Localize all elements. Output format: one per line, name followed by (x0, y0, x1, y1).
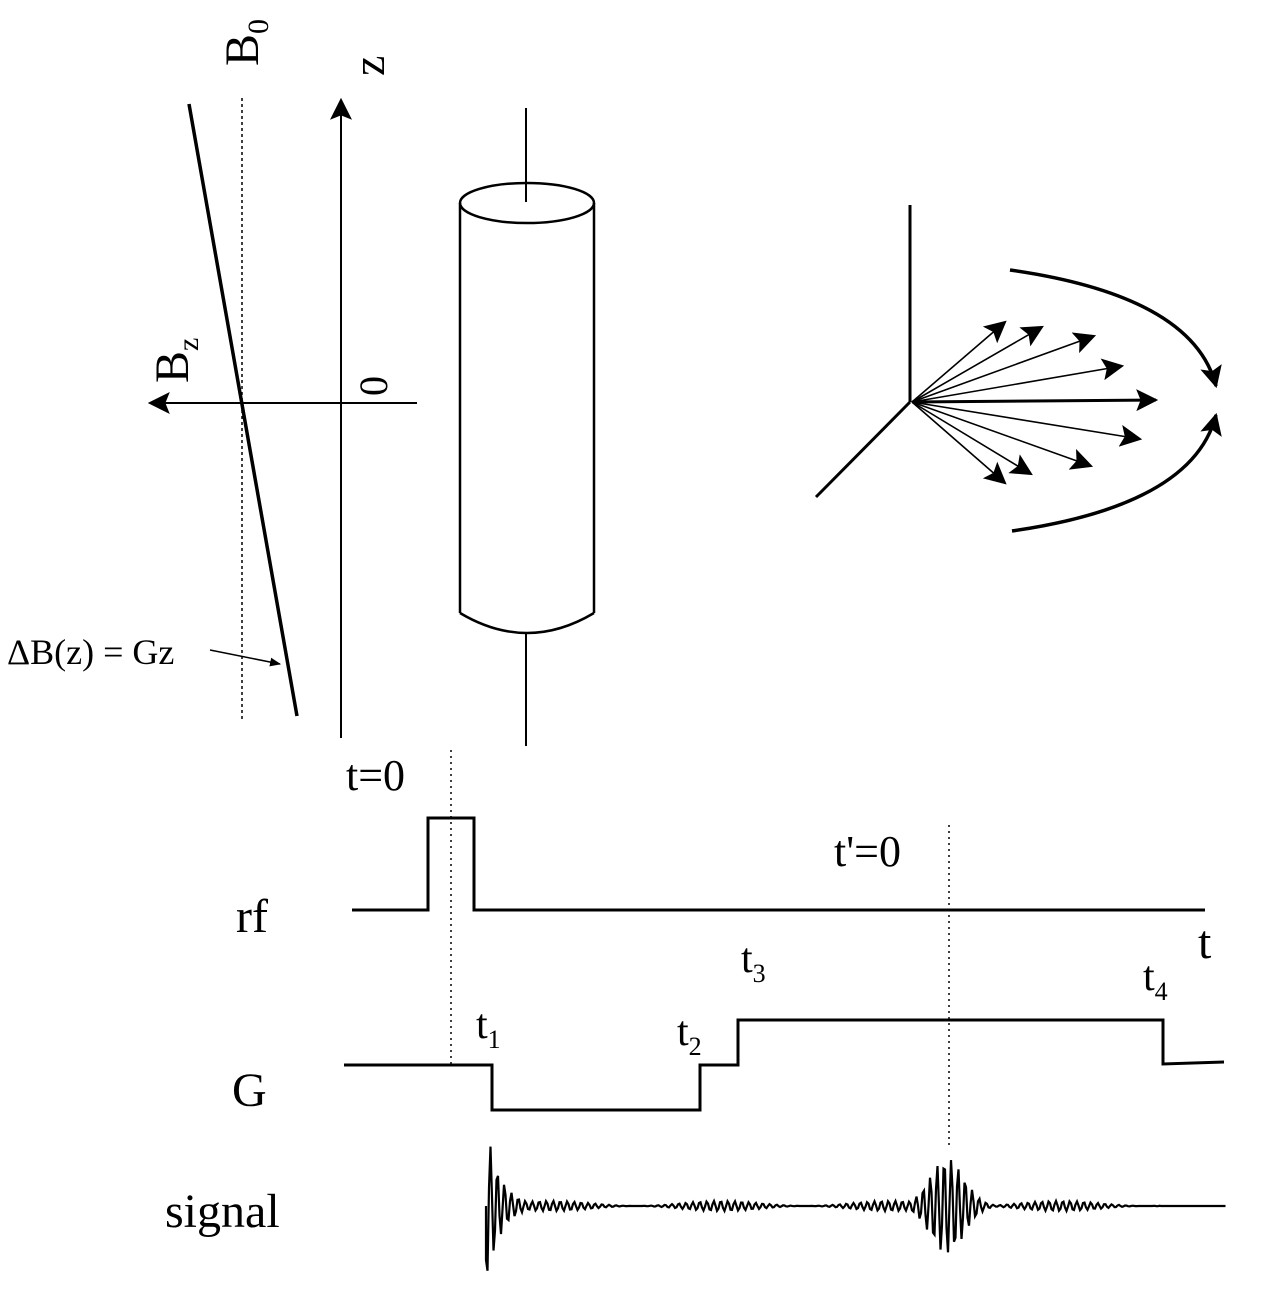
bz-label: Bz (146, 338, 205, 383)
rf-trace (352, 816, 1205, 912)
z-axis-label: z (343, 56, 394, 76)
spin-vector-arrow (911, 332, 1097, 403)
lower-rotation-arrow (1011, 412, 1222, 533)
field-plot: B0 z Bz 0 ΔB(z) = Gz (7, 19, 417, 738)
b0-label: B0 (216, 19, 275, 66)
t0-label: t=0 (346, 751, 405, 800)
spin-vector-arrow (911, 320, 1007, 403)
svg-text:z: z (343, 56, 394, 76)
spin-vector-arrow (911, 358, 1125, 403)
gradient-trace (344, 1018, 1225, 1112)
signal-label: signal (165, 1185, 280, 1238)
svg-text:B0: B0 (216, 19, 275, 66)
time-axis-label: t (1198, 916, 1212, 969)
sample-cylinder (458, 108, 596, 746)
spin-vector-arrow (911, 401, 1094, 470)
spin-vector-arrow (911, 401, 1143, 447)
t2-label: t2 (677, 1009, 702, 1061)
signal-trace (484, 1146, 1226, 1271)
rf-label: rf (236, 890, 268, 943)
gradient-equation-label: ΔB(z) = Gz (7, 632, 174, 672)
g-label: G (232, 1064, 267, 1117)
spin-dephasing-diagram (814, 205, 1222, 533)
spin-vector-arrow (911, 401, 1033, 476)
svg-text:Bz: Bz (146, 338, 205, 383)
t1-label: t1 (476, 1002, 501, 1054)
spin-vector-arrow (911, 325, 1044, 403)
gradient-label-pointer (209, 649, 282, 667)
t3-label: t3 (741, 936, 766, 988)
upper-rotation-arrow (1009, 268, 1222, 389)
timing-diagram: t=0 t'=0 rf t G t1 t2 t3 t4 signal (165, 750, 1226, 1271)
t4-label: t4 (1143, 954, 1168, 1006)
spin-vector-arrow (911, 401, 1007, 485)
spin-vectors (911, 320, 1159, 485)
tprime-label: t'=0 (834, 827, 901, 876)
gradient-field-line (187, 103, 299, 717)
svg-text:0: 0 (351, 376, 396, 396)
zero-label: 0 (351, 376, 396, 396)
spin-vector-arrow (911, 389, 1159, 412)
